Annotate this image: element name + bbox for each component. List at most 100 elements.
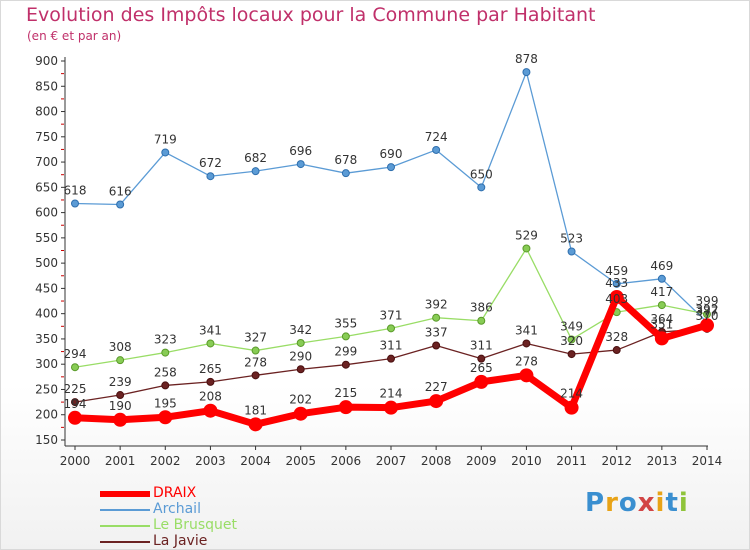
data-point xyxy=(700,318,714,333)
data-point xyxy=(567,335,576,344)
data-label: 417 xyxy=(650,285,673,299)
data-point xyxy=(432,145,441,154)
data-point xyxy=(432,341,441,350)
legend-label-archail: Archail xyxy=(153,501,201,517)
data-label: 377 xyxy=(696,304,719,318)
data-label: 371 xyxy=(380,308,403,322)
y-tick-label: 400 xyxy=(35,307,58,321)
legend-label-le-brusquet: Le Brusquet xyxy=(153,517,238,533)
x-tick-label: 2005 xyxy=(285,454,316,468)
data-label: 323 xyxy=(154,333,177,347)
data-point xyxy=(657,301,666,310)
data-label: 299 xyxy=(334,345,357,359)
data-point xyxy=(203,403,218,418)
data-label: 349 xyxy=(560,319,583,333)
data-label: 690 xyxy=(380,147,403,161)
data-point xyxy=(116,356,125,365)
y-tick-label: 300 xyxy=(35,357,58,371)
data-label: 341 xyxy=(199,323,222,337)
data-label: 208 xyxy=(199,390,222,404)
data-label: 239 xyxy=(109,375,132,389)
data-label: 202 xyxy=(289,393,312,407)
data-label: 258 xyxy=(154,365,177,379)
data-label: 265 xyxy=(199,362,222,376)
data-label: 355 xyxy=(334,316,357,330)
data-label: 342 xyxy=(289,323,312,337)
data-label: 190 xyxy=(109,399,132,413)
data-point xyxy=(477,183,486,192)
data-point xyxy=(296,160,305,169)
data-label: 364 xyxy=(650,312,673,326)
data-point xyxy=(116,200,125,209)
data-point xyxy=(387,354,395,363)
y-tick-label: 750 xyxy=(35,130,58,144)
data-point xyxy=(387,163,395,172)
data-label: 327 xyxy=(244,331,267,345)
data-point xyxy=(567,247,576,256)
y-tick-label: 800 xyxy=(35,105,58,119)
data-point xyxy=(71,363,79,372)
data-label: 469 xyxy=(650,259,673,273)
data-point xyxy=(206,339,215,348)
legend-swatch-le-brusquet xyxy=(100,525,150,527)
y-tick-label: 850 xyxy=(35,79,58,93)
data-point xyxy=(564,400,579,415)
x-tick-label: 2010 xyxy=(511,454,542,468)
data-point xyxy=(519,368,534,383)
x-tick-label: 2001 xyxy=(105,454,136,468)
y-tick-label: 900 xyxy=(35,54,58,68)
data-label: 227 xyxy=(425,380,448,394)
y-tick-label: 150 xyxy=(35,433,58,447)
data-label: 399 xyxy=(696,294,719,308)
data-point xyxy=(113,412,128,427)
data-point xyxy=(251,346,260,355)
data-label: 278 xyxy=(244,355,267,369)
data-label: 459 xyxy=(605,264,628,278)
y-tick-label: 600 xyxy=(35,206,58,220)
data-point xyxy=(296,365,305,374)
data-point xyxy=(251,371,260,380)
data-label: 214 xyxy=(380,387,403,401)
data-label: 433 xyxy=(605,276,628,290)
data-label: 618 xyxy=(64,184,87,198)
data-point xyxy=(432,313,441,322)
legend-swatch-archail xyxy=(100,509,150,511)
data-label: 265 xyxy=(470,361,493,375)
data-point xyxy=(384,400,398,415)
data-label: 215 xyxy=(334,386,357,400)
data-label: 682 xyxy=(244,151,267,165)
data-label: 337 xyxy=(425,326,448,340)
data-point xyxy=(477,316,486,325)
y-tick-label: 550 xyxy=(35,231,58,245)
data-point xyxy=(158,410,173,425)
data-label: 290 xyxy=(289,349,312,363)
data-point xyxy=(609,289,624,304)
data-point xyxy=(71,199,79,208)
data-label: 278 xyxy=(515,354,538,368)
data-label: 696 xyxy=(289,144,312,158)
data-label: 719 xyxy=(154,132,177,146)
legend-label-draix: DRAIX xyxy=(153,485,197,501)
x-tick-label: 2009 xyxy=(466,454,497,468)
data-point xyxy=(206,377,215,386)
data-point xyxy=(293,406,308,421)
x-tick-label: 2014 xyxy=(692,454,723,468)
x-tick-label: 2006 xyxy=(331,454,362,468)
data-point xyxy=(161,381,170,390)
data-label: 214 xyxy=(560,387,583,401)
data-point xyxy=(251,167,260,176)
data-point xyxy=(248,417,263,432)
x-tick-label: 2011 xyxy=(556,454,587,468)
x-tick-label: 2008 xyxy=(421,454,452,468)
y-tick-label: 250 xyxy=(35,382,58,396)
data-point xyxy=(612,279,621,288)
data-point xyxy=(116,391,125,400)
logo-letter: P xyxy=(585,488,606,518)
chart-subtitle: (en € et par an) xyxy=(27,29,122,43)
data-point xyxy=(338,400,353,415)
data-label: 392 xyxy=(696,302,719,316)
y-tick-label: 500 xyxy=(35,256,58,270)
chart-title: Evolution des Impôts locaux pour la Comm… xyxy=(26,4,596,26)
y-tick-label: 200 xyxy=(35,408,58,422)
data-label: 386 xyxy=(470,301,493,315)
